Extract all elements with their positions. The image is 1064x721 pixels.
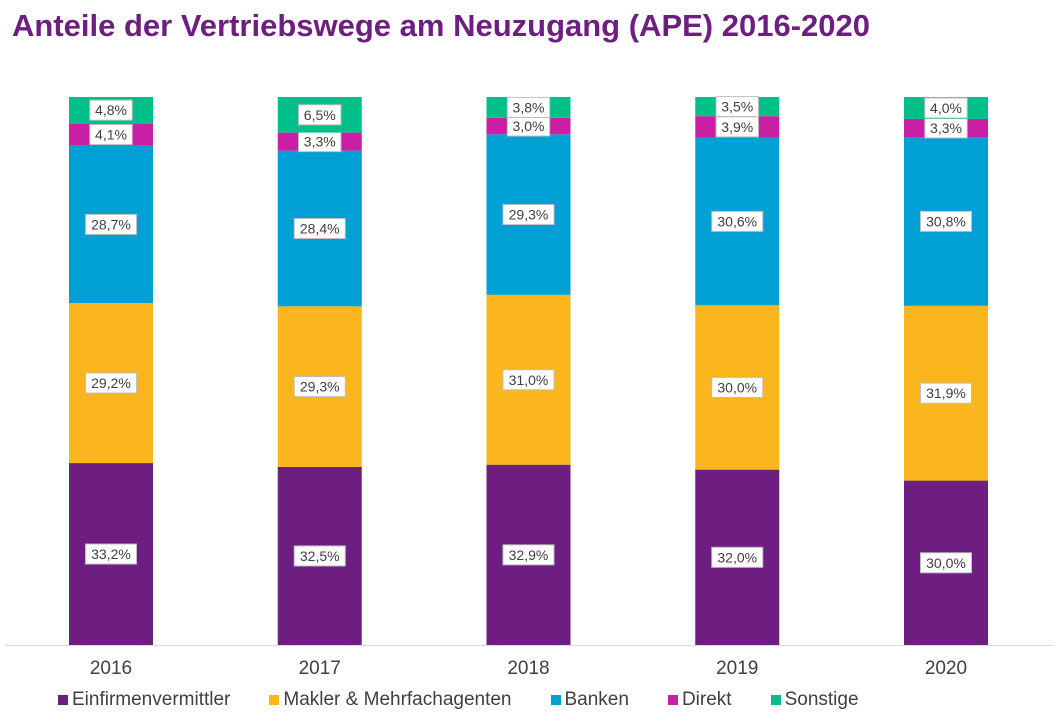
legend-swatch [269,695,280,705]
legend-item-banken: Banken [550,689,629,711]
svg-text:3,9%: 3,9% [721,119,753,135]
data-label-einfirmenvermittler-2019: 32,0% [711,546,764,568]
svg-text:28,7%: 28,7% [91,216,131,232]
svg-text:31,0%: 31,0% [509,372,549,388]
data-label-makler-and-mehrfachagenten-2018: 31,0% [502,369,555,391]
data-label-einfirmenvermittler-2018: 32,9% [502,544,555,566]
x-tick-label-2020: 2020 [925,658,967,679]
data-label-makler-and-mehrfachagenten-2017: 29,3% [293,376,346,398]
legend-swatch [550,695,561,705]
data-label-einfirmenvermittler-2017: 32,5% [293,545,346,567]
x-tick-label-2017: 2017 [299,658,341,679]
x-tick-label-2016: 2016 [90,658,132,679]
svg-text:30,8%: 30,8% [926,213,966,229]
svg-text:4,1%: 4,1% [95,127,127,143]
svg-text:32,9%: 32,9% [509,547,549,563]
chart-title: Anteile der Vertriebswege am Neuzugang (… [12,8,870,43]
data-label-makler-and-mehrfachagenten-2019: 30,0% [711,376,764,398]
data-label-makler-and-mehrfachagenten-2020: 31,9% [920,382,972,404]
svg-text:4,8%: 4,8% [95,102,127,118]
x-tick-label-2019: 2019 [716,658,758,679]
data-label-banken-2016: 28,7% [85,213,137,235]
data-label-einfirmenvermittler-2020: 30,0% [920,552,972,574]
data-label-sonstige-2019: 3,5% [715,96,759,118]
data-label-banken-2017: 28,4% [293,218,346,240]
data-label-makler-and-mehrfachagenten-2016: 29,2% [85,372,137,394]
svg-text:29,2%: 29,2% [91,375,131,391]
data-label-direkt-2019: 3,9% [715,116,759,138]
legend-swatch [58,695,68,705]
legend-label: Banken [564,689,629,710]
svg-text:3,3%: 3,3% [930,120,962,136]
data-label-banken-2020: 30,8% [920,210,972,232]
svg-text:6,5%: 6,5% [304,107,336,123]
data-label-sonstige-2017: 6,5% [298,104,342,126]
svg-text:29,3%: 29,3% [300,379,340,395]
svg-text:4,0%: 4,0% [930,100,962,116]
legend: Einfirmenvermittler Makler & Mehrfachagen… [58,688,859,712]
svg-text:30,6%: 30,6% [717,213,757,229]
svg-text:33,2%: 33,2% [91,546,131,562]
svg-text:3,3%: 3,3% [304,134,336,150]
svg-text:32,5%: 32,5% [300,548,340,564]
svg-text:30,0%: 30,0% [717,379,757,395]
legend-item-sonstige: Sonstige [770,689,859,711]
data-label-banken-2019: 30,6% [711,210,764,232]
legend-item-direkt: Direkt [667,689,732,711]
legend-swatch [667,695,678,705]
data-label-sonstige-2016: 4,8% [89,99,133,121]
legend-label: Sonstige [784,689,859,710]
svg-text:3,5%: 3,5% [721,99,753,115]
svg-text:29,3%: 29,3% [509,207,549,223]
legend-label: Direkt [681,689,732,710]
data-label-einfirmenvermittler-2016: 33,2% [85,543,137,565]
data-label-direkt-2016: 4,1% [89,124,133,146]
svg-text:3,8%: 3,8% [513,99,545,115]
data-label-direkt-2017: 3,3% [298,131,342,153]
legend-swatch [770,695,781,705]
legend-label: Makler & Mehrfachagenten [283,689,512,710]
data-label-direkt-2020: 3,3% [924,117,968,139]
legend-item-einfirmenvermittler: Einfirmenvermittler [58,689,230,711]
svg-text:32,0%: 32,0% [717,549,757,565]
data-label-direkt-2018: 3,0% [506,115,551,137]
legend-item-makler-and-mehrfachagenten: Makler & Mehrfachagenten [269,689,512,711]
data-label-sonstige-2020: 4,0% [924,97,968,119]
svg-text:30,0%: 30,0% [926,555,966,571]
data-label-banken-2018: 29,3% [502,204,555,226]
stacked-bar-chart: 33,2% 29,2% 28,7% 4,1% 4,8% 2016 32,5% 29,3% 28,… [5,96,1054,679]
svg-text:3,0%: 3,0% [513,118,545,134]
data-label-sonstige-2018: 3,8% [506,96,551,118]
legend-label: Einfirmenvermittler [72,689,231,710]
svg-text:31,9%: 31,9% [926,385,966,401]
svg-text:28,4%: 28,4% [300,221,340,237]
x-tick-label-2018: 2018 [507,658,549,679]
